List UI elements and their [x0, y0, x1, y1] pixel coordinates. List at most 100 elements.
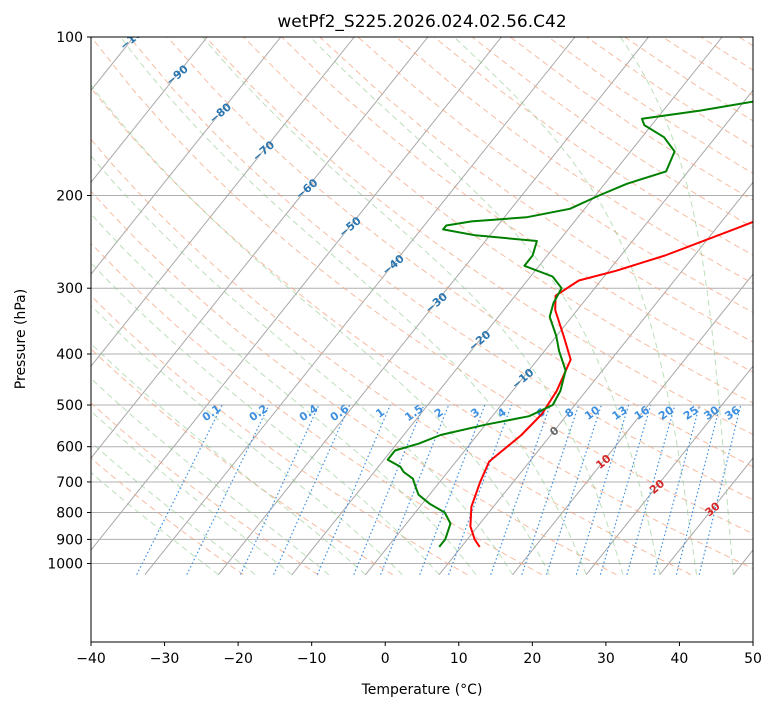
mixing-ratio-line — [521, 404, 580, 575]
dry-adiabat-line — [91, 348, 393, 576]
dry-adiabat-line — [319, 37, 753, 343]
isotherm-label: −90 — [164, 62, 191, 88]
dry-adiabat-line — [586, 37, 753, 148]
mixing-ratio-label: 1 — [373, 406, 387, 421]
isotherm-label: 10 — [593, 452, 613, 472]
isotherm-label: 30 — [703, 499, 723, 519]
isotherm-line — [218, 37, 649, 575]
y-tick-label: 1000 — [47, 557, 83, 573]
mixing-ratio-line — [490, 404, 551, 575]
dry-adiabat-line — [91, 190, 617, 576]
isotherm-line — [512, 273, 753, 575]
x-tick-label: 0 — [381, 651, 390, 667]
y-tick-label: 300 — [56, 281, 83, 297]
moist-adiabat-line — [91, 377, 330, 576]
moist-adiabat-line — [453, 37, 697, 575]
isotherm-label: −50 — [336, 214, 363, 240]
isotherm-label: −80 — [207, 100, 234, 126]
y-tick-label: 100 — [56, 30, 83, 46]
isotherm-line — [438, 181, 753, 575]
chart-title: wetPf2_S225.2026.024.02.56.C42 — [277, 12, 566, 32]
mixing-ratio-line — [239, 404, 320, 575]
dry-adiabat-line — [91, 242, 543, 576]
y-tick-label: 400 — [56, 347, 83, 363]
moist-adiabat-line — [619, 37, 734, 575]
mixing-ratio-label: 4 — [495, 405, 509, 420]
moist-adiabat-line — [91, 84, 550, 575]
isotherm-line — [659, 457, 753, 575]
x-axis: −40 −30 −20 −10 0 10 20 30 40 50 — [76, 642, 762, 667]
y-tick-label: 700 — [56, 475, 83, 491]
isotherm-label: −70 — [250, 138, 277, 164]
dry-adiabat-line — [357, 37, 753, 314]
y-axis: 100 200 300 400 500 600 700 800 900 1000 — [47, 30, 91, 573]
x-tick-label: 10 — [450, 651, 468, 667]
mixing-ratio-line — [419, 404, 486, 575]
isotherm-line — [91, 37, 282, 276]
dry-adiabat-line — [167, 37, 753, 468]
x-tick-label: 30 — [597, 651, 615, 667]
mixing-ratio-label: 25 — [681, 403, 701, 422]
x-tick-label: −10 — [297, 651, 327, 667]
moist-adiabat-line — [91, 304, 403, 576]
mixing-ratio-label: 10 — [582, 403, 602, 423]
x-tick-label: −30 — [150, 651, 180, 667]
isotherm-line — [585, 365, 753, 575]
x-tick-label: −20 — [223, 651, 253, 667]
dry-adiabat-line — [243, 37, 753, 404]
mixing-ratio-line — [186, 404, 270, 575]
moist-adiabat-line — [310, 37, 661, 575]
moist-adiabat-line — [91, 262, 440, 576]
dry-adiabat-line — [738, 37, 753, 47]
dry-adiabat-line — [91, 138, 692, 576]
x-tick-label: 40 — [671, 651, 689, 667]
y-tick-label: 900 — [56, 532, 83, 548]
dry-adiabat-line — [471, 37, 753, 228]
y-axis-label: Pressure (hPa) — [13, 289, 29, 389]
dry-adiabat-line — [91, 37, 753, 535]
mixing-ratio-line — [653, 404, 701, 575]
mixing-ratio-line — [599, 404, 652, 575]
mixing-ratio-line — [626, 404, 676, 575]
moist-adiabat-line — [202, 37, 624, 575]
isotherm-label: 40 — [760, 520, 775, 540]
dry-adiabat-line — [205, 37, 753, 436]
dry-adiabat-line — [509, 37, 753, 201]
moist-adiabat-line — [91, 471, 219, 576]
mixing-ratio-label: 13 — [610, 403, 630, 422]
x-tick-label: 20 — [523, 651, 541, 667]
isotherm-line — [91, 37, 429, 459]
isotherm-line — [91, 37, 355, 367]
mixing-ratio-line — [316, 404, 391, 575]
isotherm-label: −60 — [293, 176, 320, 202]
x-axis-label: Temperature (°C) — [361, 682, 483, 698]
mixing-ratio-label: 3 — [468, 406, 482, 421]
dry-adiabat-line — [662, 37, 753, 97]
isotherm-label: −40 — [380, 252, 407, 278]
dry-adiabat-line — [128, 37, 753, 501]
mixing-ratio-label: 30 — [702, 403, 722, 423]
isotherm-label: −20 — [466, 328, 493, 354]
mixing-ratio-label: 16 — [632, 403, 652, 423]
y-tick-label: 800 — [56, 505, 83, 521]
dry-adiabat-line — [91, 402, 319, 576]
moist-adiabat-line — [91, 155, 514, 575]
background-lines — [0, 37, 753, 576]
plot-frame — [90, 36, 754, 643]
dewpoint-series-line — [386, 100, 753, 548]
mixing-ratio-line — [545, 404, 602, 575]
x-tick-label: −40 — [76, 651, 106, 667]
moist-adiabat-line — [120, 37, 587, 575]
mixing-ratio-line — [353, 404, 425, 575]
series-layer — [386, 100, 753, 548]
mixing-ratio-line — [698, 404, 742, 575]
isotherm-line — [0, 37, 60, 575]
dry-adiabat-line — [700, 37, 753, 71]
mixing-ratio-label: 20 — [656, 403, 676, 423]
y-tick-label: 600 — [56, 440, 83, 456]
moist-adiabat-line — [91, 213, 477, 575]
mixing-ratio-line — [380, 404, 450, 575]
y-tick-label: 500 — [56, 398, 83, 414]
dry-adiabat-line — [91, 87, 753, 570]
